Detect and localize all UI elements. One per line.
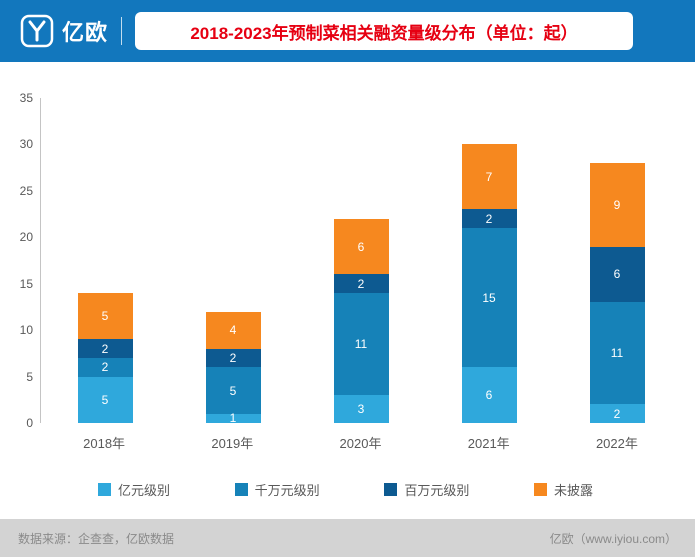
x-axis-label: 2018年: [83, 436, 126, 451]
site-credit: 亿欧（www.iyiou.com）: [549, 531, 677, 546]
legend-item: 未披露: [533, 480, 593, 499]
bar-segment: 5: [205, 367, 261, 414]
stacked-bar-chart: 0 5 10 15 20 25 30 35 5 2 2 5 1 5 2 4 3 11 2 6 6 15 2 7 2 11 6 9 2…: [6, 91, 681, 452]
y-tick-label: 5: [26, 369, 33, 384]
y-tick-label: 25: [19, 183, 33, 198]
bar-segment: 2: [461, 209, 517, 229]
bar-segment: 6: [333, 218, 389, 275]
legend-label: 未披露: [553, 483, 593, 498]
bar-segment: 9: [589, 163, 645, 247]
legend-swatch: [384, 483, 398, 496]
bar-segment: 2: [77, 358, 133, 377]
plot-area: 5 2 2 5 1 5 2 4 3 11 2 6 6 15 2 7 2 11 6 9: [40, 98, 681, 425]
chart-area: 0 5 10 15 20 25 30 35 5 2 2 5 1 5 2 4 3 11 2 6 6 15 2 7 2 11 6 9 2…: [0, 62, 695, 519]
logo: 亿欧: [20, 14, 108, 48]
bar-segment: 2: [333, 274, 389, 294]
stacked-bar: 6 15 2 7: [461, 144, 517, 423]
bar-segment: 4: [205, 311, 261, 349]
stacked-bar: 3 11 2 6: [333, 218, 389, 423]
legend-swatch: [98, 483, 111, 496]
bar-slot: 3 11 2 6: [297, 98, 425, 423]
y-tick-label: 0: [26, 416, 33, 430]
x-axis-label: 2019年: [211, 436, 254, 451]
eo-logo-icon: [20, 14, 54, 48]
y-tick-label: 15: [19, 276, 33, 291]
x-axis-label: 2020年: [339, 436, 382, 451]
stacked-bar: 2 11 6 9: [589, 163, 645, 423]
y-tick-label: 20: [19, 230, 33, 245]
legend-item: 千万元级别: [234, 480, 320, 499]
y-tick-label: 30: [19, 137, 33, 152]
logo-text: 亿欧: [62, 20, 109, 45]
data-source: 数据来源：企查查，亿欧数据: [18, 531, 175, 546]
y-axis: 0 5 10 15 20 25 30 35: [6, 91, 40, 430]
x-axis-label: 2022年: [595, 436, 638, 451]
bar-segment: 6: [589, 246, 645, 303]
legend-label: 百万元级别: [404, 483, 470, 498]
legend-swatch: [234, 483, 248, 496]
bar-slot: 2 11 6 9: [553, 98, 681, 423]
x-axis-labels: 2018年 2019年 2020年 2021年 2022年: [40, 433, 681, 452]
bar-segment: 3: [333, 395, 389, 423]
bar-segment: 2: [77, 339, 133, 359]
bar-slot: 6 15 2 7: [425, 98, 553, 423]
bar-segment: 5: [77, 293, 133, 340]
bar-segment: 5: [77, 376, 133, 423]
legend-swatch: [533, 483, 547, 496]
bar-segment: 7: [461, 144, 517, 210]
header-divider: [121, 17, 123, 45]
legend-item: 百万元级别: [384, 480, 469, 499]
title-box: 2018-2023年预制菜相关融资量级分布（单位：起）: [135, 12, 633, 50]
bar-segment: 2: [589, 404, 645, 423]
bar-segment: 6: [461, 367, 517, 423]
legend-label: 亿元级别: [118, 483, 171, 498]
plot-column: 5 2 2 5 1 5 2 4 3 11 2 6 6 15 2 7 2 11 6 9 2018年 2019年 2020年 2…: [40, 98, 681, 452]
chart-legend: 亿元级别 千万元级别 百万元级别 未披露: [6, 480, 681, 499]
bar-segment: 11: [589, 302, 645, 405]
bar-segment: 1: [205, 412, 261, 425]
bar-segment: 2: [205, 348, 261, 368]
bar-segment: 11: [333, 293, 389, 396]
legend-item: 亿元级别: [98, 480, 170, 499]
bar-segment: 15: [461, 228, 517, 368]
footer: 数据来源：企查查，亿欧数据 亿欧（www.iyiou.com）: [0, 519, 695, 557]
y-tick-label: 10: [19, 323, 33, 338]
legend-label: 千万元级别: [254, 483, 320, 498]
header: 亿欧 2018-2023年预制菜相关融资量级分布（单位：起）: [0, 0, 695, 62]
x-axis-label: 2021年: [467, 436, 510, 451]
page-title: 2018-2023年预制菜相关融资量级分布（单位：起）: [190, 23, 578, 43]
y-tick-label: 35: [19, 91, 33, 105]
